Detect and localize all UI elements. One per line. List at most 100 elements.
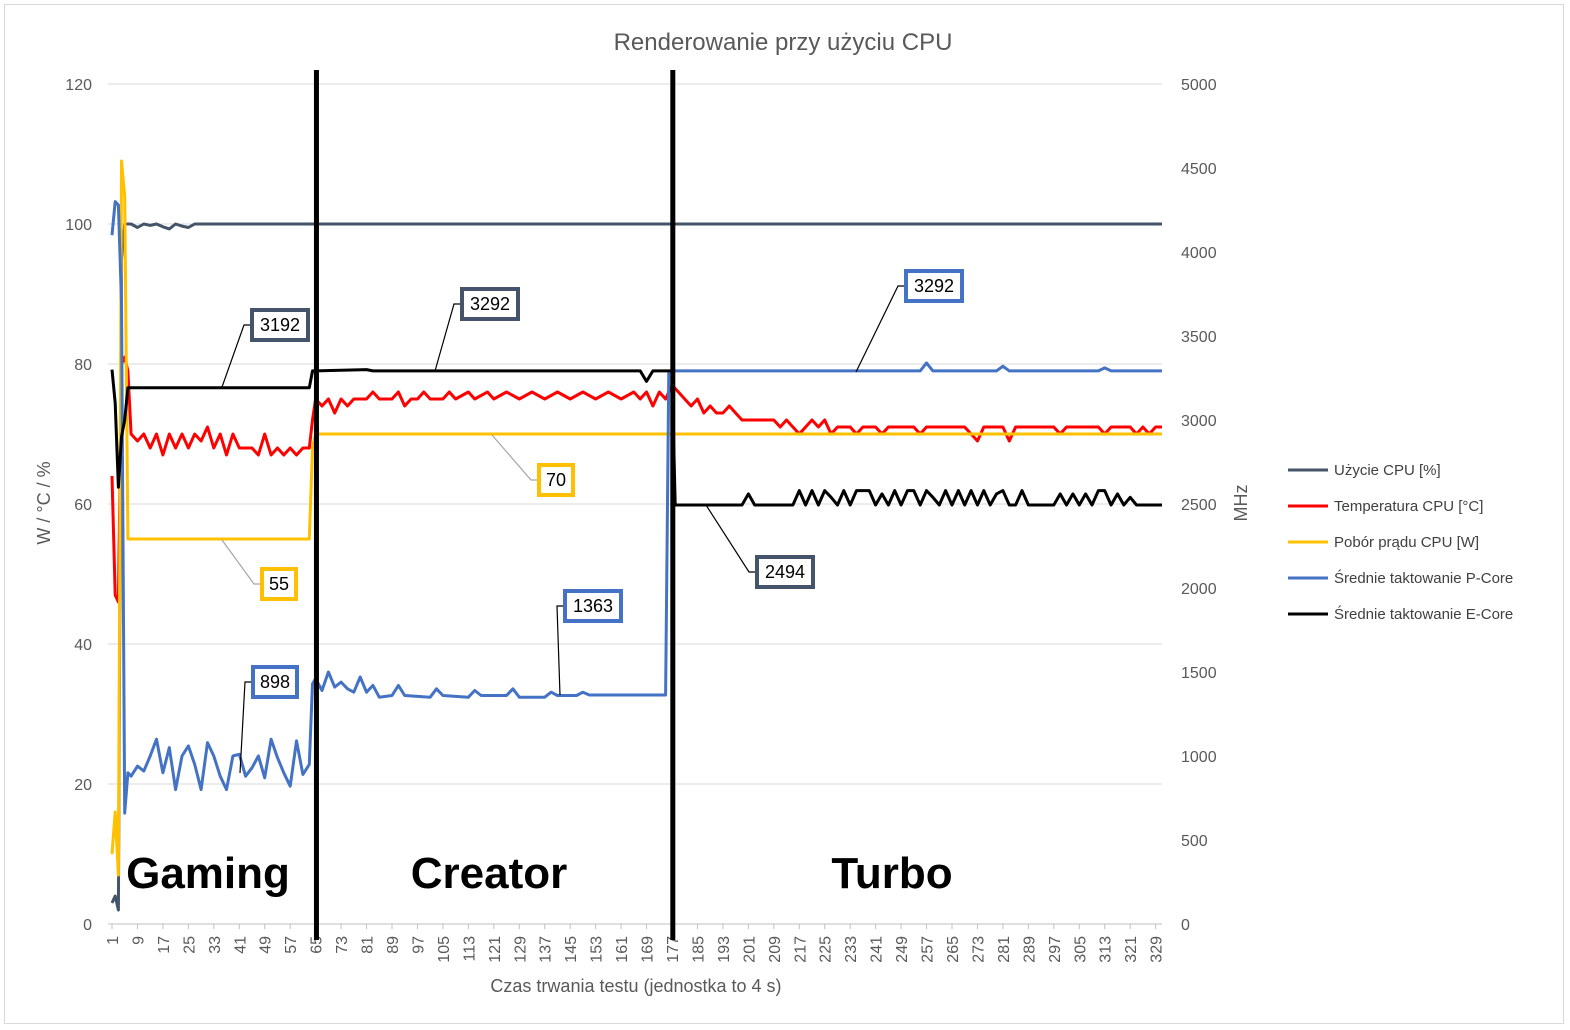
x-tick-label: 65 bbox=[309, 936, 326, 954]
x-tick-label: 1 bbox=[105, 936, 122, 945]
callout-box bbox=[260, 567, 298, 601]
callout-leader bbox=[855, 285, 906, 373]
x-tick-label: 297 bbox=[1047, 936, 1064, 963]
x-tick-label: 57 bbox=[283, 936, 300, 954]
x-axis-title: Czas trwania testu (jednostka to 4 s) bbox=[490, 976, 781, 996]
x-tick-label: 249 bbox=[894, 936, 911, 963]
callout-label: 2494 bbox=[765, 562, 805, 582]
callout-label: 898 bbox=[260, 672, 290, 692]
gridlines bbox=[108, 83, 1162, 925]
x-tick-label: 177 bbox=[665, 936, 682, 963]
legend-label: Średnie taktowanie E-Core bbox=[1334, 605, 1513, 623]
x-tick-label: 281 bbox=[996, 936, 1013, 963]
chart-title: Renderowanie przy użyciu CPU bbox=[614, 29, 953, 56]
callout-label: 70 bbox=[546, 470, 566, 490]
x-tick-label: 113 bbox=[461, 936, 478, 962]
x-tick-label: 25 bbox=[181, 936, 198, 954]
region-label: Creator bbox=[411, 849, 568, 898]
callout-box bbox=[250, 308, 310, 342]
callout-leader bbox=[556, 605, 565, 696]
x-tick-label: 193 bbox=[716, 936, 733, 963]
y2-axis-ticks: 0 500 1000 1500 2000 2500 3000 3500 4000 4500 5000 bbox=[1181, 77, 1217, 934]
x-tick-label: 169 bbox=[640, 936, 657, 963]
series-lines bbox=[110, 159, 1162, 912]
x-tick-label: 89 bbox=[385, 936, 402, 954]
x-tick-label: 257 bbox=[920, 936, 937, 963]
x-tick-label: 313 bbox=[1098, 936, 1115, 963]
x-tick-label: 73 bbox=[334, 936, 351, 954]
y2-tick-label: 500 bbox=[1181, 833, 1208, 850]
x-tick-label: 225 bbox=[818, 936, 835, 963]
x-axis-ticks: 1 9 17 25 33 41 49 57 65 73 81 89 97 105 113 121 129 137 1… bbox=[105, 924, 1166, 963]
series-line bbox=[110, 200, 1162, 815]
x-tick-label: 81 bbox=[360, 936, 377, 954]
callout-box bbox=[460, 287, 520, 321]
y-tick-label: 0 bbox=[83, 917, 92, 934]
callout-box bbox=[537, 463, 575, 497]
mode-region-labels: Gaming Creator Turbo bbox=[126, 849, 953, 898]
callout-label: 3292 bbox=[914, 276, 954, 296]
legend-label: Użycie CPU [%] bbox=[1334, 462, 1441, 479]
y2-tick-label: 4500 bbox=[1181, 161, 1217, 178]
x-tick-label: 201 bbox=[741, 936, 758, 963]
y2-tick-label: 2000 bbox=[1181, 581, 1217, 598]
legend-label: Temperatura CPU [°C] bbox=[1334, 498, 1483, 515]
x-tick-label: 185 bbox=[690, 936, 707, 963]
y-tick-label: 60 bbox=[74, 497, 92, 514]
callout-leader bbox=[705, 504, 757, 573]
region-label: Gaming bbox=[126, 849, 290, 898]
legend-label: Średnie taktowanie P-Core bbox=[1334, 569, 1513, 587]
x-tick-label: 9 bbox=[130, 936, 147, 945]
callout-leader bbox=[491, 434, 539, 481]
legend: Użycie CPU [%] Temperatura CPU [°C] Pobór … bbox=[1288, 462, 1513, 623]
callout-leader bbox=[239, 681, 253, 774]
x-tick-label: 17 bbox=[156, 936, 173, 954]
y2-tick-label: 0 bbox=[1181, 917, 1190, 934]
y2-axis-title: MHz bbox=[1231, 485, 1251, 522]
y-tick-label: 20 bbox=[74, 777, 92, 794]
y2-tick-label: 3500 bbox=[1181, 329, 1217, 346]
x-tick-label: 49 bbox=[258, 936, 275, 954]
data-callouts: 3192 3292 2494 3292 898 1363 55 70 bbox=[221, 269, 964, 774]
x-tick-label: 217 bbox=[792, 936, 809, 963]
x-tick-label: 265 bbox=[945, 936, 962, 963]
legend-label: Pobór prądu CPU [W] bbox=[1334, 534, 1479, 551]
chart-frame bbox=[4, 4, 1564, 1024]
callout-box bbox=[563, 589, 623, 623]
series-line bbox=[110, 355, 1162, 604]
mode-dividers bbox=[313, 70, 676, 940]
callout-label: 55 bbox=[269, 574, 289, 594]
callout-label: 3192 bbox=[260, 315, 300, 335]
x-tick-label: 105 bbox=[436, 936, 453, 963]
x-tick-label: 129 bbox=[512, 936, 529, 963]
x-tick-label: 241 bbox=[869, 936, 886, 963]
x-tick-label: 289 bbox=[1021, 936, 1038, 963]
callout-box bbox=[755, 555, 815, 589]
y2-tick-label: 2500 bbox=[1181, 497, 1217, 514]
x-tick-label: 329 bbox=[1149, 936, 1166, 963]
x-tick-label: 97 bbox=[410, 936, 427, 954]
y-tick-label: 100 bbox=[65, 217, 92, 234]
region-label: Turbo bbox=[831, 849, 952, 898]
y2-tick-label: 5000 bbox=[1181, 77, 1217, 94]
callout-leader bbox=[434, 303, 462, 372]
x-tick-label: 305 bbox=[1072, 936, 1089, 963]
x-tick-label: 273 bbox=[970, 936, 987, 963]
x-tick-label: 153 bbox=[589, 936, 606, 963]
y2-tick-label: 3000 bbox=[1181, 413, 1217, 430]
callout-leader bbox=[221, 539, 262, 585]
callout-box bbox=[904, 269, 964, 303]
callout-label: 1363 bbox=[573, 596, 613, 616]
x-tick-label: 161 bbox=[614, 936, 631, 963]
y-tick-label: 120 bbox=[65, 77, 92, 94]
y-axis-title: W / °C / % bbox=[34, 461, 54, 544]
series-line bbox=[110, 159, 1162, 877]
x-tick-label: 121 bbox=[487, 936, 504, 963]
x-tick-label: 233 bbox=[843, 936, 860, 963]
y-tick-label: 40 bbox=[74, 637, 92, 654]
callout-box bbox=[251, 665, 299, 699]
callout-leader bbox=[221, 324, 252, 388]
callout-label: 3292 bbox=[470, 294, 510, 314]
x-tick-label: 41 bbox=[232, 936, 249, 954]
